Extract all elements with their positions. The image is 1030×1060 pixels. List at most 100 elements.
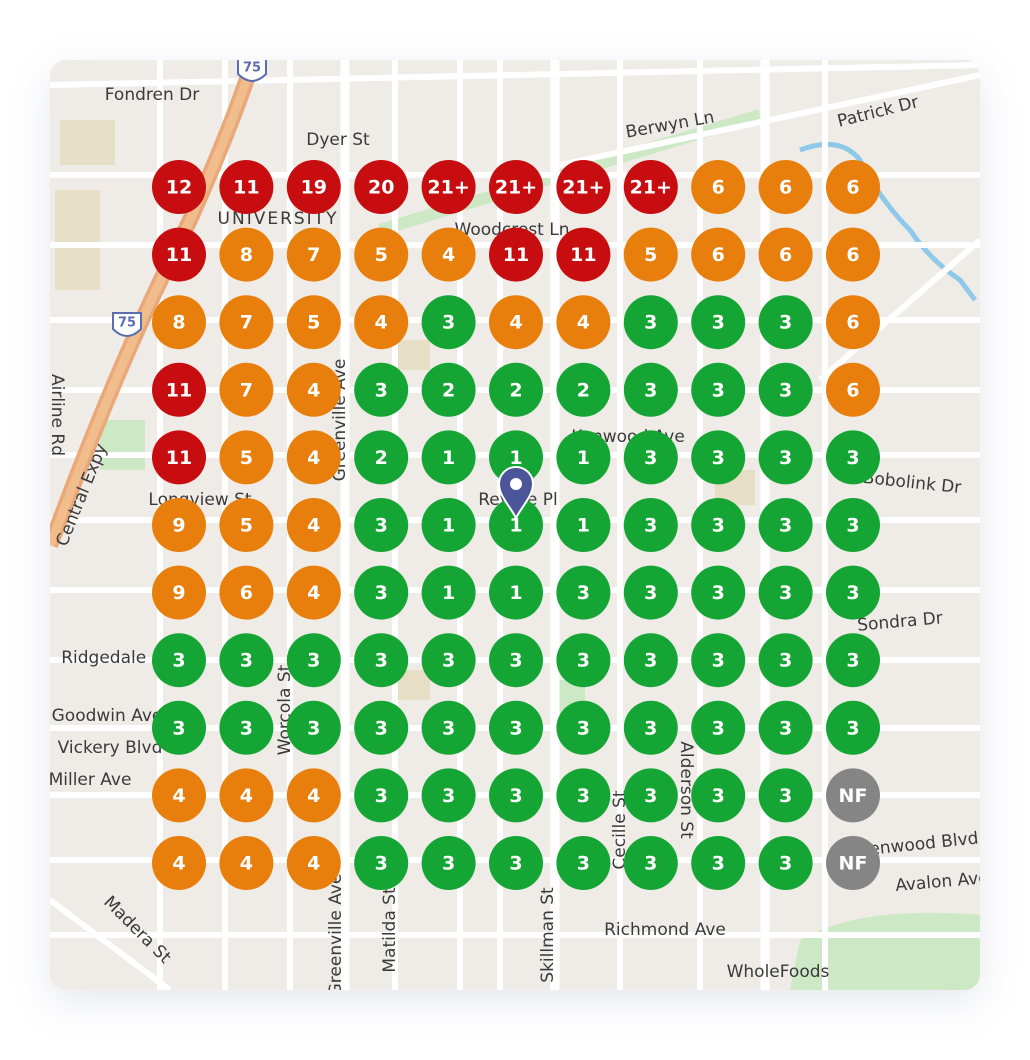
rank-label: 3: [846, 650, 859, 672]
rank-circle: [421, 768, 476, 823]
rank-circle: [623, 160, 678, 214]
rank-label: 3: [240, 650, 253, 672]
rank-label: 11: [166, 244, 192, 266]
street-label: Miller Ave: [50, 770, 131, 790]
rank-label: 3: [712, 379, 725, 401]
rank-label: 4: [307, 515, 320, 537]
rank-label: 6: [712, 177, 725, 199]
rank-circle: [556, 768, 611, 823]
rank-label: 8: [240, 244, 253, 266]
rank-circle: [219, 633, 274, 688]
rank-circle: [219, 768, 274, 823]
rank-label: 3: [712, 853, 725, 875]
rank-label: NF: [839, 853, 868, 875]
rank-label: 5: [375, 244, 388, 266]
rank-label: 21+: [427, 177, 469, 199]
rank-label: 11: [166, 379, 192, 401]
rank-circle: [421, 227, 476, 282]
rank-label: 11: [233, 177, 259, 199]
rank-circle: [623, 565, 678, 620]
center-marker: [497, 466, 535, 521]
rank-label: 2: [509, 379, 522, 401]
rank-label: 2: [577, 379, 590, 401]
rank-label: 3: [779, 447, 792, 469]
rank-label: 3: [712, 582, 725, 604]
rank-circle: [691, 700, 746, 755]
rank-circle: [623, 362, 678, 417]
rank-circle: [691, 227, 746, 282]
rank-label: 7: [240, 379, 253, 401]
rank-label: 3: [644, 785, 657, 807]
rank-label: 5: [240, 447, 253, 469]
rank-label: 3: [846, 515, 859, 537]
rank-circle: [758, 836, 813, 890]
rank-label: 1: [442, 582, 455, 604]
rank-label: 3: [509, 717, 522, 739]
rank-label: 2: [442, 379, 455, 401]
street-label: Fondren Dr: [105, 85, 199, 105]
rank-circle: [421, 836, 476, 890]
rank-label: 4: [307, 379, 320, 401]
rank-label: 19: [301, 177, 327, 199]
rank-circle: [691, 430, 746, 485]
rank-circle: [152, 430, 206, 485]
rank-circle: [758, 565, 813, 620]
rank-circle: [826, 633, 880, 688]
rank-circle: [556, 498, 611, 552]
rank-grid: 12 11 19 20 21+ 21+ 21+ 21+ 6 6 611 8 7 5 4 11 11 5 6 6 68 7 5…: [152, 160, 880, 890]
rank-label: 9: [172, 582, 185, 604]
rank-circle: [286, 430, 341, 485]
rank-label: 3: [375, 853, 388, 875]
rank-circle: [826, 160, 880, 214]
rank-label: 3: [712, 312, 725, 334]
rank-circle: [421, 295, 476, 350]
rank-circle: [152, 227, 206, 282]
rank-circle: [152, 498, 206, 552]
rank-label: 3: [779, 515, 792, 537]
street-label: Vickery Blvd: [58, 738, 163, 758]
rank-label: 3: [577, 582, 590, 604]
rank-circle: [826, 295, 880, 350]
rank-circle: [556, 565, 611, 620]
rank-label: 3: [509, 853, 522, 875]
rank-label: 4: [172, 785, 185, 807]
rank-label: 3: [644, 379, 657, 401]
rank-label: 3: [846, 447, 859, 469]
rank-circle: [152, 768, 206, 823]
rank-circle: [489, 430, 543, 485]
rank-label: 3: [509, 785, 522, 807]
rank-circle: [623, 768, 678, 823]
rank-label: 3: [779, 379, 792, 401]
highway-shield: [112, 312, 142, 337]
rank-circle: [219, 836, 274, 890]
rank-label: 3: [442, 312, 455, 334]
rank-circle: [421, 160, 476, 214]
rank-label: 3: [644, 447, 657, 469]
rank-label: 3: [712, 447, 725, 469]
rank-label: 1: [442, 515, 455, 537]
rank-label: 3: [779, 582, 792, 604]
rank-label: 3: [712, 785, 725, 807]
rank-label: 1: [509, 447, 522, 469]
rank-label: 4: [240, 853, 253, 875]
rank-label: 4: [509, 312, 522, 334]
rank-circle: [758, 768, 813, 823]
rank-circle: [623, 430, 678, 485]
rank-circle: [421, 633, 476, 688]
rank-label: 20: [368, 177, 394, 199]
rank-label: 3: [577, 785, 590, 807]
rank-label: 3: [712, 717, 725, 739]
rank-label: 3: [375, 785, 388, 807]
rank-label: 4: [307, 582, 320, 604]
rank-circle: [556, 700, 611, 755]
rank-label: 3: [375, 515, 388, 537]
rank-label: 3: [779, 650, 792, 672]
rank-circle: [826, 430, 880, 485]
rank-circle: [219, 227, 274, 282]
rank-label: 6: [779, 177, 792, 199]
rank-circle: [623, 633, 678, 688]
rank-circle: [421, 700, 476, 755]
rank-circle: [354, 160, 409, 214]
rank-label: 9: [172, 515, 185, 537]
